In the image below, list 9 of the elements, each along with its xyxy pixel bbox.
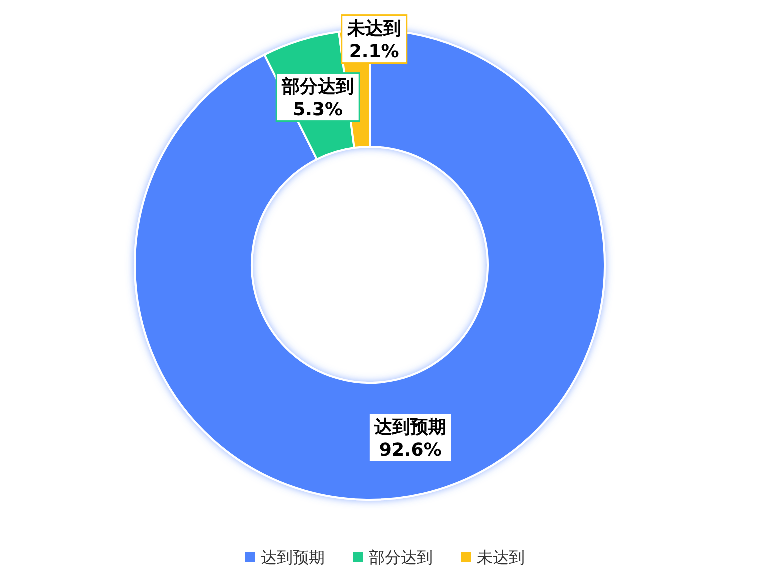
data-label: 92.6% — [379, 440, 442, 461]
slice-label: 达到预期 — [374, 416, 447, 438]
data-label: 2.1% — [349, 41, 400, 62]
legend-label: 部分达到 — [369, 548, 433, 567]
data-label: 5.3% — [293, 99, 344, 120]
slice-label: 部分达到 — [281, 76, 354, 98]
legend-label: 达到预期 — [261, 548, 325, 567]
slice-label: 未达到 — [346, 18, 402, 40]
legend-label: 未达到 — [477, 548, 525, 567]
